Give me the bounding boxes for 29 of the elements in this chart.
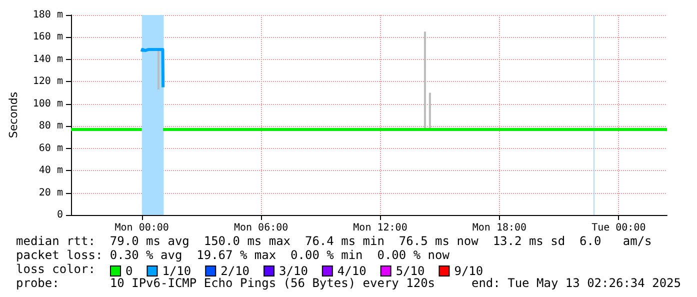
x-tick-label: Tue 00:00 xyxy=(592,222,646,234)
x-tick-label: Mon 18:00 xyxy=(472,222,527,234)
x-tick-label: Mon 12:00 xyxy=(353,222,408,234)
y-axis-title: Seconds xyxy=(7,92,20,138)
line-series xyxy=(140,48,165,89)
text: end: Tue May 13 02:26:34 2025 xyxy=(471,276,681,290)
y-tick-label: 120 m xyxy=(32,76,63,88)
legend-label: 0 xyxy=(126,264,133,278)
legend-label: 9/10 xyxy=(454,264,484,278)
legend-label: 1/10 xyxy=(162,264,192,278)
legend-label: 4/10 xyxy=(337,264,366,278)
y-tick-label: 160 m xyxy=(32,32,63,43)
text: packet loss: 0.30 % avg 19.67 % max 0.00 % min 0.00 % now xyxy=(16,248,450,262)
y-tick-label: 180 m xyxy=(32,10,63,20)
y-tick-label: 0 xyxy=(56,210,63,220)
legend-label: 5/10 xyxy=(396,264,425,278)
legend-title: loss color: xyxy=(16,262,96,276)
y-tick-label: 140 m xyxy=(32,54,63,65)
legend-label: 2/10 xyxy=(220,264,250,278)
text: median rtt: 79.0 ms avg 150.0 ms max 76.4 ms min 76.5 ms now 13.2 ms sd 6.0 am/s xyxy=(16,234,652,248)
x-tick-label: Mon 06:00 xyxy=(234,222,288,234)
y-tick-label: 20 m xyxy=(38,187,63,198)
text: probe: 10 IPv6-ICMP Echo Pings (56 Bytes) every 120s xyxy=(16,276,436,290)
y-tick-label: 100 m xyxy=(32,98,63,110)
legend-label: 3/10 xyxy=(279,264,308,278)
x-tick-label: Mon 00:00 xyxy=(114,222,169,234)
y-tick-label: 80 m xyxy=(38,120,63,132)
y-tick-label: 40 m xyxy=(38,165,63,176)
y-tick-label: 60 m xyxy=(38,142,63,154)
